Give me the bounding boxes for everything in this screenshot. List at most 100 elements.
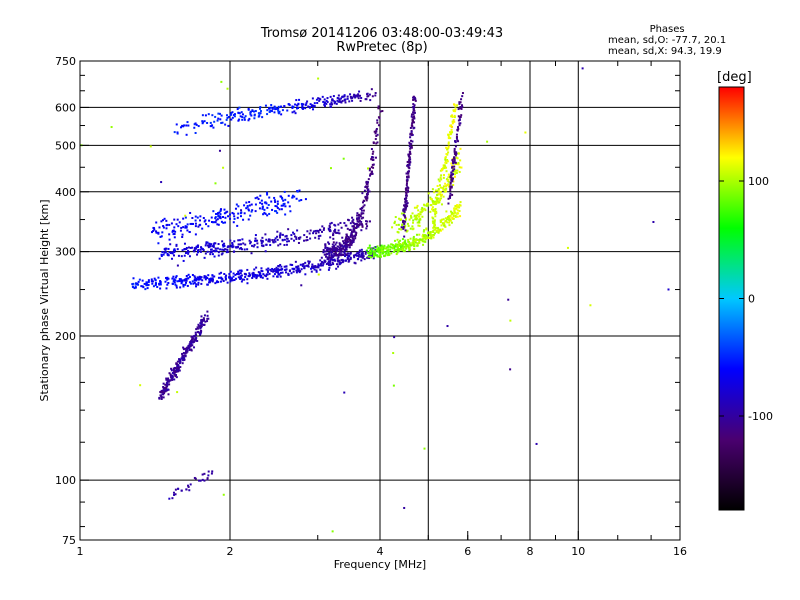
data-point xyxy=(431,206,434,209)
data-point xyxy=(277,268,280,271)
data-point xyxy=(343,222,346,225)
data-point xyxy=(436,189,439,192)
y-tick-label: 600 xyxy=(55,101,76,114)
data-point xyxy=(277,244,280,247)
data-point xyxy=(212,243,215,246)
data-point xyxy=(181,362,184,365)
data-point xyxy=(346,245,349,248)
data-point xyxy=(186,346,189,349)
data-point xyxy=(457,162,460,165)
data-point xyxy=(217,243,220,246)
data-point xyxy=(315,269,318,272)
data-point xyxy=(332,263,335,266)
data-point xyxy=(355,226,358,229)
data-point xyxy=(265,273,268,276)
data-point xyxy=(198,479,201,482)
data-point xyxy=(459,201,462,204)
data-point xyxy=(406,186,409,189)
data-point xyxy=(203,472,206,475)
data-point xyxy=(261,236,264,239)
data-point xyxy=(348,246,351,249)
data-point xyxy=(410,130,413,133)
noise-point xyxy=(222,166,225,169)
data-point xyxy=(461,105,464,108)
data-point xyxy=(301,265,304,268)
data-point xyxy=(228,275,231,278)
data-point xyxy=(200,247,203,250)
data-point xyxy=(341,100,344,103)
data-point xyxy=(456,205,459,208)
data-point xyxy=(404,200,407,203)
data-point xyxy=(173,281,176,284)
data-point xyxy=(327,228,330,231)
data-point xyxy=(434,228,437,231)
data-point xyxy=(217,117,220,120)
data-point xyxy=(220,253,223,256)
data-point xyxy=(434,215,437,218)
data-point xyxy=(300,199,303,202)
data-point xyxy=(457,108,460,111)
data-point xyxy=(402,225,405,228)
data-point xyxy=(229,239,232,242)
noise-point xyxy=(392,352,395,355)
data-point xyxy=(304,198,307,201)
data-point xyxy=(334,249,337,252)
data-point xyxy=(353,234,356,237)
data-point xyxy=(199,250,202,253)
data-point xyxy=(174,283,177,286)
data-point xyxy=(276,202,279,205)
data-point xyxy=(369,255,372,258)
colorbar-unit-label: [deg] xyxy=(717,70,752,85)
data-point xyxy=(260,244,263,247)
data-point xyxy=(211,245,214,248)
data-point xyxy=(237,119,240,122)
data-point xyxy=(222,245,225,248)
data-point xyxy=(330,263,333,266)
data-point xyxy=(220,208,223,211)
data-point xyxy=(213,275,216,278)
data-point xyxy=(322,251,325,254)
data-point xyxy=(199,479,202,482)
data-point xyxy=(193,247,196,250)
data-point xyxy=(132,286,135,289)
data-point xyxy=(324,250,327,253)
data-point xyxy=(160,389,163,392)
data-point xyxy=(220,122,223,125)
data-point xyxy=(380,249,383,252)
data-point xyxy=(296,104,299,107)
data-point xyxy=(182,348,185,351)
data-point xyxy=(168,372,171,375)
data-point xyxy=(201,279,204,282)
data-point xyxy=(218,215,221,218)
data-point xyxy=(349,95,352,98)
data-point xyxy=(440,194,443,197)
data-point xyxy=(362,255,365,258)
data-point xyxy=(200,282,203,285)
data-point xyxy=(145,282,148,285)
data-point xyxy=(165,224,168,227)
data-point xyxy=(171,378,174,381)
data-point xyxy=(196,253,199,256)
data-point xyxy=(324,245,327,248)
data-point xyxy=(225,274,228,277)
data-point xyxy=(175,376,178,379)
colorbar-tick-label: 0 xyxy=(748,293,755,306)
data-point xyxy=(214,217,217,220)
data-point xyxy=(330,221,333,224)
data-point xyxy=(453,114,456,117)
data-point xyxy=(359,94,362,97)
data-point xyxy=(411,122,414,125)
data-point xyxy=(241,118,244,121)
data-point xyxy=(337,260,340,263)
data-point xyxy=(174,367,177,370)
data-point xyxy=(154,284,157,287)
data-point xyxy=(193,346,196,349)
data-point xyxy=(286,240,289,243)
data-point xyxy=(192,249,195,252)
data-point xyxy=(202,216,205,219)
data-point xyxy=(297,269,300,272)
data-point xyxy=(154,282,157,285)
data-point xyxy=(210,243,213,246)
data-point xyxy=(453,160,456,163)
data-point xyxy=(367,181,370,184)
